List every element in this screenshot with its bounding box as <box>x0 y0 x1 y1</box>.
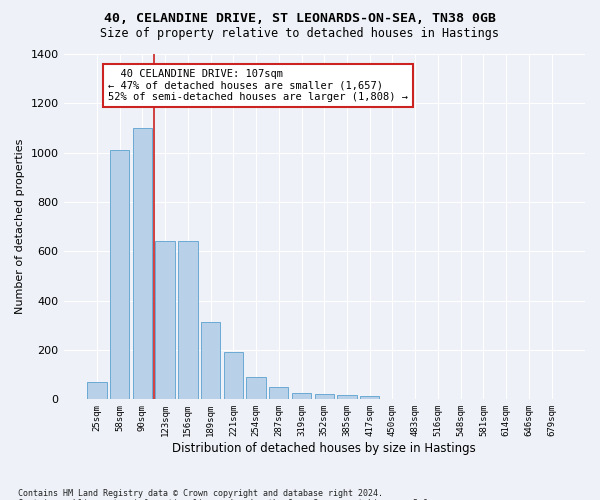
Bar <box>87 382 107 400</box>
Text: 40, CELANDINE DRIVE, ST LEONARDS-ON-SEA, TN38 0GB: 40, CELANDINE DRIVE, ST LEONARDS-ON-SEA,… <box>104 12 496 26</box>
Bar <box>224 352 243 400</box>
Bar <box>247 377 266 400</box>
Bar <box>314 394 334 400</box>
Bar <box>337 395 356 400</box>
Text: Contains HM Land Registry data © Crown copyright and database right 2024.: Contains HM Land Registry data © Crown c… <box>18 488 383 498</box>
Bar <box>155 242 175 400</box>
Y-axis label: Number of detached properties: Number of detached properties <box>15 139 25 314</box>
Bar <box>110 150 130 400</box>
Text: 40 CELANDINE DRIVE: 107sqm
← 47% of detached houses are smaller (1,657)
52% of s: 40 CELANDINE DRIVE: 107sqm ← 47% of deta… <box>108 69 408 102</box>
Bar <box>178 242 197 400</box>
Text: Contains public sector information licensed under the Open Government Licence v3: Contains public sector information licen… <box>18 498 433 500</box>
X-axis label: Distribution of detached houses by size in Hastings: Distribution of detached houses by size … <box>172 442 476 455</box>
Bar <box>292 393 311 400</box>
Text: Size of property relative to detached houses in Hastings: Size of property relative to detached ho… <box>101 28 499 40</box>
Bar <box>133 128 152 400</box>
Bar <box>360 396 379 400</box>
Bar <box>269 388 289 400</box>
Bar <box>201 322 220 400</box>
